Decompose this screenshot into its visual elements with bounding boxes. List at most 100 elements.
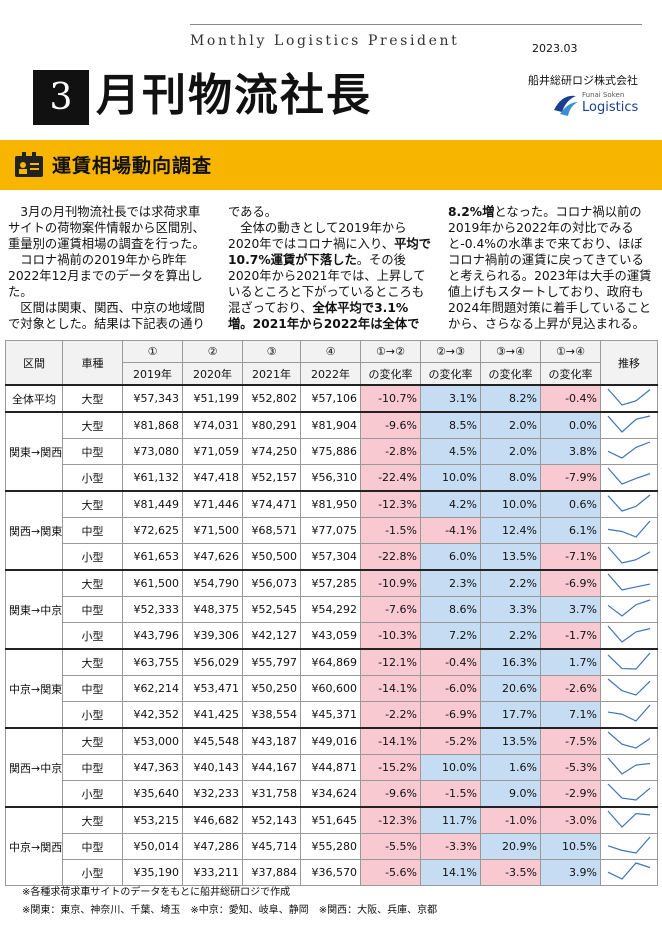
- price-cell: ¥68,571: [242, 517, 301, 544]
- change-cell: -10.7%: [360, 384, 421, 413]
- change-cell: -14.1%: [360, 675, 421, 702]
- price-cell: ¥81,904: [300, 411, 361, 439]
- title: 月刊物流社長: [96, 70, 372, 121]
- table-row: 関東→関西 大型 ¥81,868 ¥74,031 ¥80,291 ¥81,904 -9.6%…: [5, 411, 658, 492]
- trend-line: [607, 599, 651, 617]
- article: 3月の月刊物流社長では求荷求車サイトの荷物案件情報から区間別、重量別の運賃相場の…: [8, 204, 652, 336]
- price-cell: ¥50,500: [242, 543, 301, 571]
- price-cell: ¥77,075: [300, 517, 361, 544]
- type-cell: 小型: [62, 701, 123, 729]
- text: 。その後2020年から2021年では、上昇しているところと下がっているところも混…: [228, 253, 426, 315]
- price-cell: ¥74,031: [182, 411, 243, 439]
- price-cell: ¥81,950: [300, 490, 361, 518]
- logo-large: Logistics: [582, 100, 639, 115]
- trend-cell: [600, 859, 658, 886]
- price-cell: ¥46,682: [182, 806, 243, 834]
- trend-line: [607, 441, 651, 459]
- price-cell: ¥57,304: [300, 543, 361, 571]
- price-cell: ¥33,211: [182, 859, 243, 886]
- table-row: 小型 ¥35,190 ¥33,211 ¥37,884 ¥36,570 -5.6% 14.1%…: [6, 859, 658, 886]
- price-cell: ¥57,343: [122, 384, 183, 413]
- change-cell: 13.5%: [480, 727, 541, 755]
- table-row: 小型 ¥61,653 ¥47,626 ¥50,500 ¥57,304 -22.8% 6.0%…: [6, 543, 658, 571]
- trend-cell: [600, 648, 658, 676]
- price-cell: ¥53,471: [182, 675, 243, 702]
- trend-line: [607, 731, 651, 749]
- sparkline: [607, 704, 651, 722]
- price-cell: ¥52,802: [242, 384, 301, 413]
- header-cell: ①→④: [540, 340, 601, 363]
- type-cell: 中型: [62, 596, 123, 623]
- text: 全体の動きとして2019年から2020年ではコロナ禍に入り、: [228, 221, 407, 251]
- trend-line: [607, 704, 651, 722]
- change-cell: 6.1%: [540, 517, 601, 544]
- price-cell: ¥72,625: [122, 517, 183, 544]
- price-cell: ¥42,352: [122, 701, 183, 729]
- price-cell: ¥56,029: [182, 648, 243, 676]
- price-cell: ¥43,187: [242, 727, 301, 755]
- sparkline: [607, 731, 651, 749]
- route-cell: 中京→関東: [5, 648, 63, 729]
- trend-line: [607, 862, 651, 880]
- table-row: 関東→中京 大型 ¥61,500 ¥54,790 ¥56,073 ¥57,285 -10.9…: [5, 569, 658, 650]
- change-cell: -3.0%: [540, 806, 601, 834]
- price-cell: ¥34,624: [300, 780, 361, 808]
- price-cell: ¥74,471: [242, 490, 301, 518]
- trend-cell: [600, 464, 658, 492]
- trend-line: [607, 467, 651, 485]
- paragraph: コロナ禍前の2019年から昨年2022年12月までのデータを算出した。: [8, 252, 212, 300]
- price-cell: ¥44,871: [300, 754, 361, 781]
- paragraph: 3月の月刊物流社長では求荷求車サイトの荷物案件情報から区間別、重量別の運賃相場の…: [8, 204, 212, 252]
- trend-cell: [600, 517, 658, 544]
- change-cell: 7.2%: [420, 622, 481, 650]
- price-cell: ¥61,653: [122, 543, 183, 571]
- trend-line: [607, 546, 651, 564]
- change-cell: 8.0%: [480, 464, 541, 492]
- table-row: 中型 ¥73,080 ¥71,059 ¥74,250 ¥75,886 -2.8% 4.5% 2…: [6, 438, 658, 465]
- change-cell: -6.0%: [420, 675, 481, 702]
- bold-text: 平均で10.7%運賃が下落した: [228, 237, 431, 267]
- trend-cell: [600, 701, 658, 729]
- type-cell: 大型: [62, 411, 123, 439]
- header-cell: の変化率: [480, 362, 541, 386]
- route-cell: 関東→中京: [5, 569, 63, 650]
- change-cell: 20.9%: [480, 833, 541, 860]
- change-cell: 2.2%: [480, 569, 541, 597]
- change-cell: -3.3%: [420, 833, 481, 860]
- price-cell: ¥47,363: [122, 754, 183, 781]
- rule: [190, 24, 642, 25]
- change-cell: 2.0%: [480, 438, 541, 465]
- price-cell: ¥60,600: [300, 675, 361, 702]
- change-cell: -12.1%: [360, 648, 421, 676]
- change-cell: 2.2%: [480, 622, 541, 650]
- header-cell: ③→④: [480, 340, 541, 363]
- table-row: 中型 ¥47,363 ¥40,143 ¥44,167 ¥44,871 -15.2% 10.0…: [6, 754, 658, 781]
- change-cell: -1.5%: [420, 780, 481, 808]
- change-cell: -9.6%: [360, 411, 421, 439]
- change-cell: -1.7%: [540, 622, 601, 650]
- subtitle: Monthly Logistics President: [190, 33, 460, 49]
- price-cell: ¥55,280: [300, 833, 361, 860]
- price-cell: ¥47,626: [182, 543, 243, 571]
- header-cell: ②: [182, 340, 243, 363]
- type-cell: 大型: [62, 648, 123, 676]
- trend-cell: [600, 438, 658, 465]
- price-cell: ¥74,250: [242, 438, 301, 465]
- header-cell: ④: [300, 340, 361, 363]
- change-cell: -7.5%: [540, 727, 601, 755]
- change-cell: -2.2%: [360, 701, 421, 729]
- paragraph: 全体の動きとして2019年から2020年ではコロナ禍に入り、平均で10.7%運賃…: [228, 204, 652, 332]
- price-cell: ¥51,645: [300, 806, 361, 834]
- price-cell: ¥81,449: [122, 490, 183, 518]
- header-cell: の変化率: [360, 362, 421, 386]
- price-cell: ¥81,868: [122, 411, 183, 439]
- price-cell: ¥53,215: [122, 806, 183, 834]
- logo-icon: [554, 95, 578, 116]
- text: 3月の月刊物流社長では求荷求車サイトの荷物案件情報から区間別、重量別の運賃相場の…: [8, 205, 205, 251]
- table-row: 関西→関東 大型 ¥81,449 ¥71,446 ¥74,471 ¥81,950 -12.3…: [5, 490, 658, 571]
- trend-cell: [600, 384, 658, 413]
- section-icon: [15, 152, 43, 177]
- change-cell: 8.5%: [420, 411, 481, 439]
- sparkline: [607, 415, 651, 433]
- price-cell: ¥53,000: [122, 727, 183, 755]
